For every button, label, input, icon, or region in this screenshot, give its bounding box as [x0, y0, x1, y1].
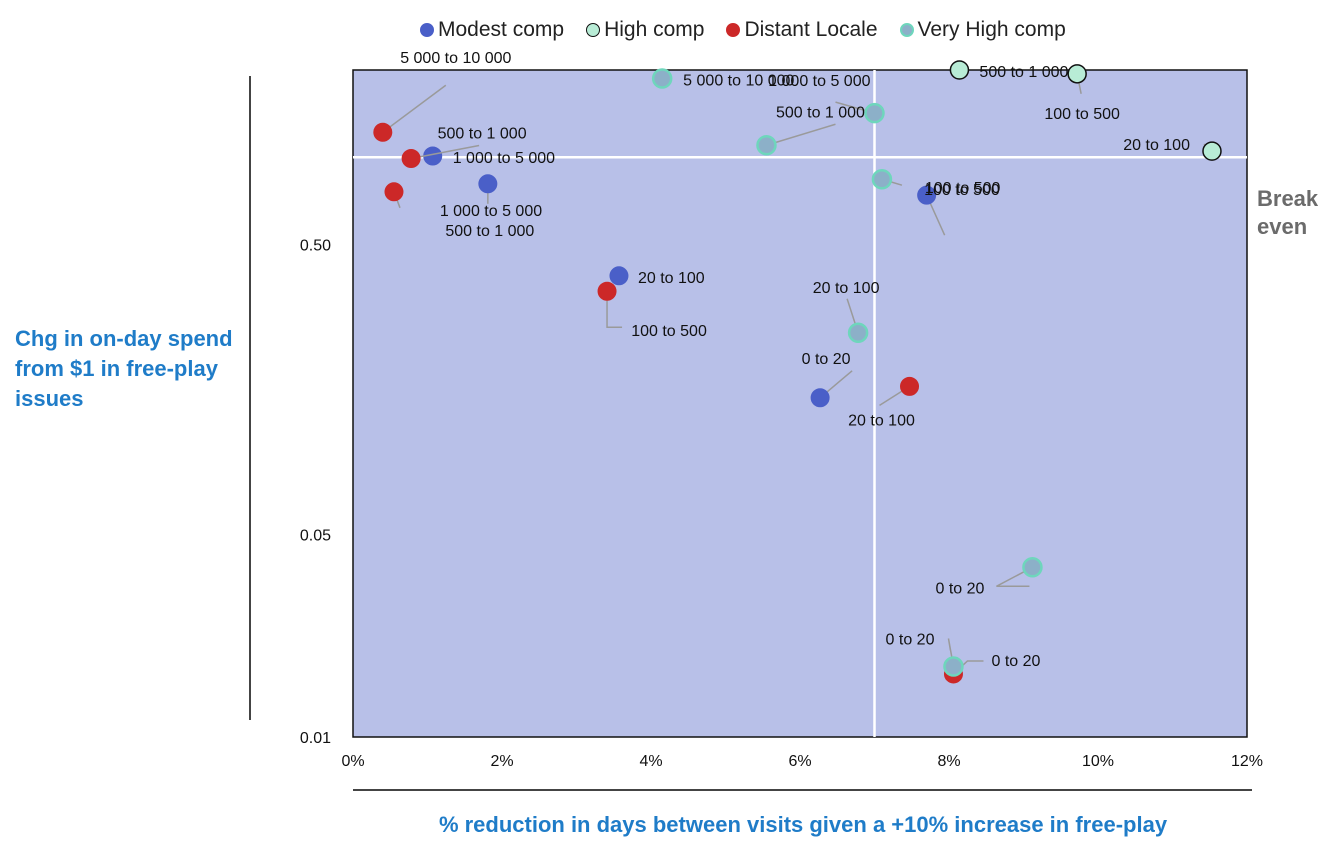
data-point-label: 100 to 500 [631, 323, 707, 340]
legend-swatch [726, 23, 741, 37]
x-tick-label: 8% [937, 753, 960, 770]
data-point-label: 20 to 100 [1123, 137, 1190, 154]
leader-line [996, 566, 1033, 588]
data-point [651, 68, 673, 89]
leader-line [382, 84, 447, 133]
data-point [1067, 64, 1087, 84]
data-point [917, 185, 937, 205]
x-tick-label: 0% [341, 753, 364, 770]
data-point [871, 168, 893, 190]
data-point-label: 0 to 20 [991, 653, 1040, 670]
y-tick-label: 0.01 [300, 730, 331, 747]
data-point [847, 322, 869, 344]
data-point-label: 1 000 to 5 000 [440, 203, 542, 220]
data-point [609, 266, 629, 286]
x-tick-label: 4% [639, 753, 662, 770]
data-point [401, 149, 421, 169]
data-point-label: 100 to 500 [1044, 106, 1120, 123]
legend-swatch [586, 23, 601, 37]
chart-legend: Modest comp High comp Distant Locale Ver… [420, 18, 1066, 42]
legend-item-very-high-comp: Very High comp [899, 18, 1066, 42]
data-point-label: 500 to 1 000 [979, 64, 1068, 81]
leader-line [410, 144, 480, 160]
x-tick-label: 12% [1231, 753, 1263, 770]
data-point-label: 100 to 500 [925, 180, 1001, 197]
data-point-label: 0 to 20 [886, 632, 935, 649]
legend-swatch [420, 23, 434, 37]
data-point [864, 102, 885, 124]
data-point-label: 20 to 100 [848, 412, 915, 429]
data-point-label: 500 to 1 000 [438, 126, 527, 143]
legend-item-distant-locale: Distant Locale [726, 18, 878, 42]
data-point-label: 0 to 20 [936, 580, 985, 597]
y-tick-label: 0.50 [300, 238, 331, 255]
data-point [384, 182, 404, 202]
leader-line [606, 291, 623, 328]
data-point-label: 20 to 100 [638, 270, 705, 287]
x-tick-label: 2% [490, 753, 513, 770]
x-axis-title: % reduction in days between visits given… [438, 812, 1168, 837]
data-point [478, 174, 498, 194]
data-point-label: 500 to 1 000 [776, 104, 865, 121]
data-point [1022, 557, 1043, 578]
x-tick-label: 6% [788, 753, 811, 770]
x-tick-label: 10% [1082, 753, 1114, 770]
legend-label: Very High comp [917, 18, 1066, 41]
data-point [1202, 141, 1222, 161]
legend-item-modest-comp: Modest comp [420, 18, 564, 42]
plot-area [352, 69, 1248, 738]
legend-swatch [899, 23, 914, 37]
data-point-label: 5 000 to 10 000 [400, 50, 511, 67]
data-point [810, 388, 830, 408]
data-point [943, 656, 964, 677]
break-even-label: Break even [1257, 186, 1319, 239]
data-point-label: 1 000 to 5 000 [768, 73, 870, 90]
data-point-label: 500 to 1 000 [445, 223, 534, 240]
data-point [756, 135, 777, 156]
y-tick-label: 0.05 [300, 527, 331, 544]
legend-label: Distant Locale [744, 18, 878, 41]
data-point-label: 100 to 500 [924, 182, 1000, 199]
data-point [900, 376, 920, 396]
data-point [373, 122, 393, 142]
data-point-label: 1 000 to 5 000 [453, 150, 555, 167]
legend-item-high-comp: High comp [586, 18, 704, 42]
data-point-label: 0 to 20 [802, 351, 851, 368]
leader-line [766, 123, 836, 146]
data-point-label: 20 to 100 [813, 280, 880, 297]
legend-label: Modest comp [438, 18, 565, 41]
data-point [949, 60, 970, 80]
data-point-label: 5 000 to 10 000 [683, 72, 794, 89]
legend-label: High comp [604, 18, 705, 41]
y-axis-title: Chg in on-day spend from $1 in free-play… [15, 326, 233, 411]
data-point [597, 281, 617, 301]
